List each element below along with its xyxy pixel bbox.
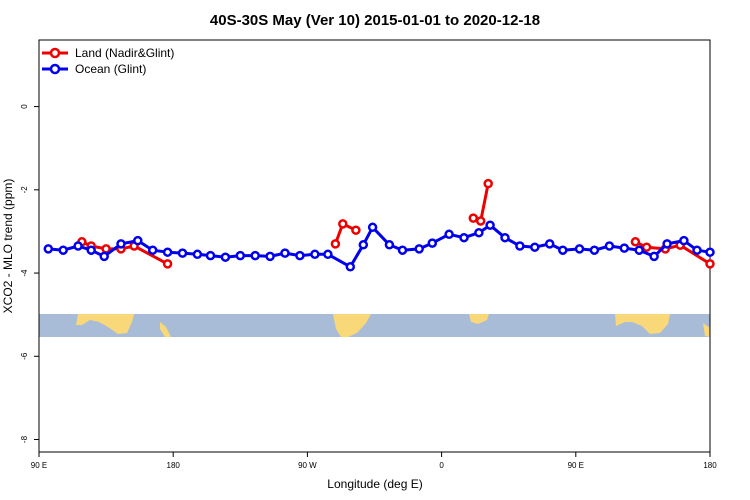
x-axis-title: Longitude (deg E) (327, 477, 422, 491)
data-point (474, 227, 484, 238)
x-tick-label: 90 E (568, 461, 584, 470)
legend: Land (Nadir&Glint) Ocean (Glint) (42, 46, 174, 76)
data-point (162, 259, 173, 269)
data-point (397, 245, 408, 255)
data-point (649, 251, 659, 262)
y-axis-title: XCO2 - MLO trend (ppm) (1, 179, 15, 314)
series-0 (77, 178, 715, 269)
data-point (295, 250, 305, 261)
data-point (116, 239, 126, 249)
data-point (310, 249, 320, 260)
data-point (367, 222, 378, 233)
data-point (280, 248, 290, 258)
y-axis: 0 -2 -4 -6 -8 (20, 104, 39, 443)
data-point (662, 239, 672, 249)
data-point (634, 245, 644, 255)
legend-land-label: Land (Nadir&Glint) (75, 46, 174, 60)
data-point (558, 245, 568, 255)
data-point (147, 245, 158, 255)
data-point (604, 241, 615, 251)
data-point (235, 250, 246, 261)
ocean-background (39, 314, 710, 337)
y-tick-label: -8 (20, 435, 29, 443)
chart-title: 40S-30S May (Ver 10) 2015-01-01 to 2020-… (210, 12, 540, 29)
data-point (589, 245, 600, 255)
data-point (485, 220, 495, 230)
data-point (515, 241, 525, 251)
legend-ocean-marker (49, 63, 61, 75)
data-point (619, 243, 630, 253)
data-point (99, 251, 109, 262)
south-america-land (333, 314, 371, 337)
y-tick-label: -2 (20, 186, 29, 194)
y-tick-label: -4 (20, 269, 29, 277)
data-point (475, 216, 486, 226)
data-point (500, 232, 510, 243)
x-tick-label: 180 (167, 461, 181, 470)
data-point (351, 225, 361, 235)
data-point (544, 239, 555, 249)
data-point (323, 249, 333, 260)
data-point (192, 249, 203, 260)
data-point (574, 244, 585, 254)
data-point (220, 252, 231, 262)
series-1 (43, 220, 715, 272)
data-point (427, 238, 438, 248)
new-zealand-land (160, 322, 171, 337)
data-point (330, 239, 341, 249)
x-tick-label: 90 E (31, 461, 47, 470)
data-point (177, 248, 188, 258)
data-point (641, 242, 652, 252)
x-tick-label: 0 (439, 461, 444, 470)
data-point (133, 235, 143, 246)
data-point (705, 259, 715, 269)
data-point (205, 250, 216, 261)
data-point (358, 240, 369, 250)
data-point (384, 240, 395, 250)
series-line (48, 223, 711, 269)
legend-land-marker (49, 47, 61, 59)
data-point (73, 241, 83, 251)
data-point (468, 213, 479, 223)
legend-ocean-label: Ocean (Glint) (75, 62, 146, 76)
x-tick-label: 180 (703, 461, 717, 470)
africa-land (469, 314, 489, 324)
x-tick-label: 90 W (298, 461, 317, 470)
data-point (345, 262, 356, 272)
y-tick-label: 0 (20, 104, 29, 109)
data-point (250, 250, 260, 261)
data-point (338, 219, 348, 229)
data-point (265, 251, 275, 262)
data-point (414, 244, 424, 254)
map-strip (39, 314, 710, 337)
data-point (459, 232, 469, 243)
data-point (58, 245, 68, 255)
y-tick-label: -6 (20, 352, 29, 360)
data-point (530, 242, 540, 252)
data-point (444, 229, 454, 240)
data-point (43, 244, 54, 254)
data-point (679, 235, 689, 246)
data-point (162, 247, 173, 257)
data-point (483, 178, 493, 189)
plot-frame (38, 39, 711, 453)
x-axis: 90 E 180 90 W 0 90 E 180 (31, 452, 717, 470)
new-zealand-land-east (703, 323, 710, 337)
australia-land-east (615, 314, 670, 334)
data-point (692, 245, 702, 255)
data-point (705, 247, 715, 257)
data-point (86, 245, 96, 255)
australia-land (76, 314, 134, 334)
series-layer (43, 178, 715, 272)
data-point (630, 237, 641, 247)
